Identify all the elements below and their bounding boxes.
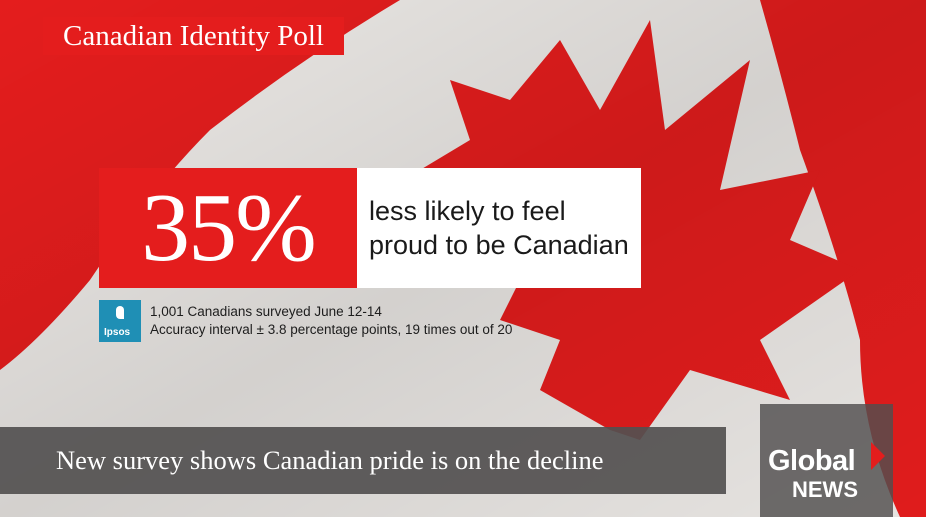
ipsos-logo: Ipsos xyxy=(99,300,141,342)
source-line-1: 1,001 Canadians surveyed June 12-14 xyxy=(150,304,382,319)
stat-value: 35% xyxy=(99,168,357,288)
segment-tag-label: Canadian Identity Poll xyxy=(63,19,324,52)
network-logo: Global NEWS xyxy=(760,404,893,517)
ipsos-logo-label: Ipsos xyxy=(104,327,131,338)
network-logo-global: Global xyxy=(768,445,856,477)
headline-banner: New survey shows Canadian pride is on th… xyxy=(0,427,726,494)
headline-text: New survey shows Canadian pride is on th… xyxy=(56,445,604,475)
stat-card: 35% less likely to feel proud to be Cana… xyxy=(99,168,641,288)
chevron-right-icon xyxy=(871,442,885,470)
stat-line-2: proud to be Canadian xyxy=(369,230,629,260)
stat-line-1: less likely to feel xyxy=(369,196,566,226)
segment-tag: Canadian Identity Poll xyxy=(43,17,344,55)
stat-description: less likely to feel proud to be Canadian xyxy=(357,168,641,288)
poll-source: Ipsos 1,001 Canadians surveyed June 12-1… xyxy=(99,300,512,342)
source-details: 1,001 Canadians surveyed June 12-14 Accu… xyxy=(150,303,512,339)
ipsos-mark-icon xyxy=(116,306,124,319)
network-logo-news: NEWS xyxy=(792,477,858,502)
source-line-2: Accuracy interval ± 3.8 percentage point… xyxy=(150,322,513,337)
